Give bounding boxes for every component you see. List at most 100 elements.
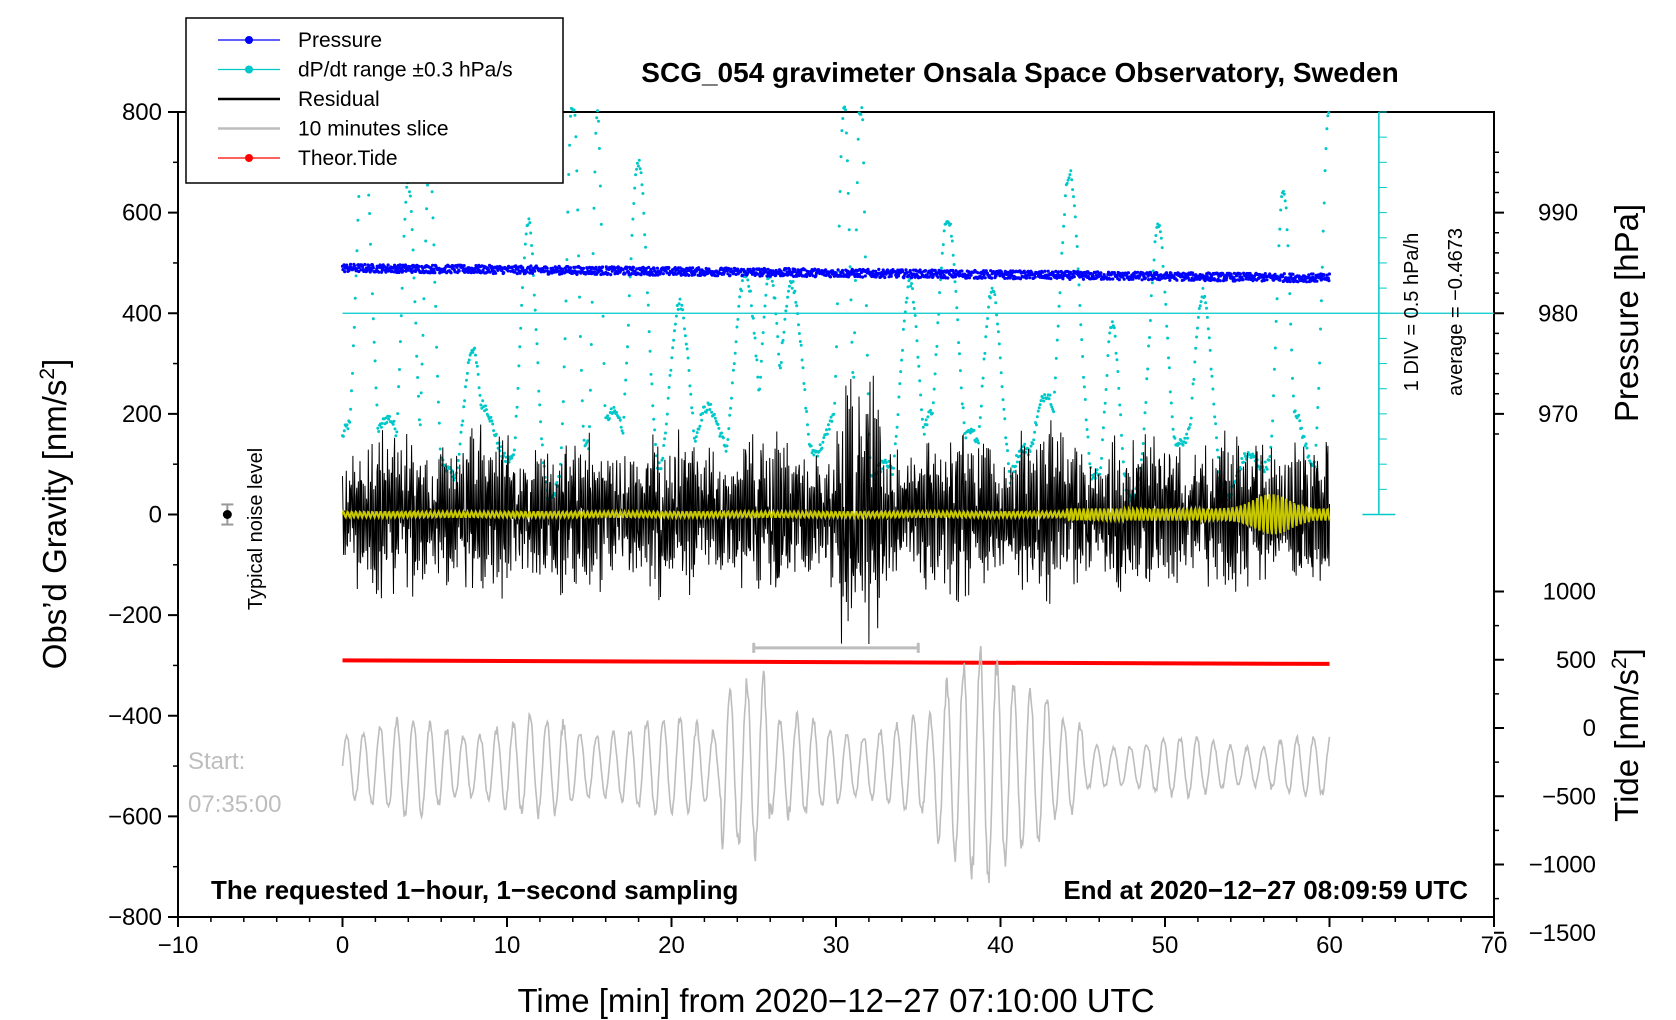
dpdt-point: [787, 289, 790, 293]
dpdt-point: [976, 439, 980, 442]
dpdt-point: [637, 158, 641, 162]
dpdt-point: [1304, 442, 1308, 446]
dpdt-point: [830, 419, 834, 423]
pressure-point: [545, 266, 549, 270]
pressure-point: [1091, 274, 1095, 278]
dpdt-point: [631, 217, 635, 221]
dpdt-point: [1114, 351, 1118, 355]
dpdt-point: [471, 350, 475, 354]
dpdt-point: [1326, 114, 1330, 118]
pressure-point: [401, 269, 405, 273]
pressure-point: [1240, 275, 1244, 279]
pressure-point: [515, 272, 519, 276]
dpdt-point: [659, 467, 663, 471]
dpdt-point: [602, 362, 606, 365]
dpdt-point: [536, 361, 540, 365]
dpdt-point: [1006, 449, 1009, 453]
dpdt-point: [984, 335, 988, 339]
dpdt-point: [1065, 181, 1069, 185]
dpdt-point: [1201, 286, 1205, 290]
dpdt-point: [920, 417, 924, 421]
dpdt-point: [633, 186, 637, 190]
dpdt-point: [818, 443, 822, 447]
pressure-point: [625, 265, 629, 269]
dpdt-point: [1056, 324, 1060, 328]
dpdt-point: [710, 410, 714, 414]
dpdt-point: [1052, 410, 1056, 414]
dpdt-point: [673, 322, 677, 326]
dpdt-point: [1240, 457, 1244, 460]
dpdt-point: [1082, 385, 1086, 389]
dpdt-point: [996, 322, 999, 326]
dpdt-point: [599, 222, 603, 226]
dpdt-point: [760, 342, 764, 346]
dpdt-point: [677, 302, 681, 306]
dpdt-point: [1085, 428, 1089, 431]
dpdt-point: [1074, 234, 1078, 238]
dpdt-point: [864, 304, 868, 308]
pressure-point: [969, 273, 973, 277]
dpdt-point: [978, 416, 982, 420]
dpdt-point: [512, 453, 515, 457]
pressure-point: [651, 273, 655, 277]
pressure-point: [584, 271, 588, 275]
dpdt-point: [1316, 406, 1320, 409]
dpdt-point: [572, 108, 576, 112]
dpdt-point: [1263, 460, 1267, 464]
dpdt-point: [414, 321, 418, 325]
dpdt-point: [894, 434, 898, 438]
dpdt-point: [398, 340, 402, 344]
dpdt-point: [952, 263, 956, 266]
dpdt-point: [649, 372, 653, 376]
dpdt-point: [626, 323, 630, 327]
pressure-point: [863, 274, 867, 278]
pressure-point: [989, 269, 993, 273]
dpdt-point: [540, 443, 544, 447]
dpdt-point: [911, 287, 914, 291]
pressure-point: [494, 271, 498, 275]
dpdt-point: [980, 384, 984, 388]
dpdt-point: [866, 392, 870, 396]
dpdt-point: [555, 481, 559, 484]
pressure-point: [1081, 277, 1086, 281]
pressure-point: [901, 269, 905, 273]
dpdt-point: [717, 426, 721, 430]
dpdt-point: [1095, 468, 1099, 472]
dpdt-point: [465, 378, 468, 382]
dpdt-point: [601, 314, 605, 318]
dpdt-point: [804, 406, 808, 410]
dpdt-point: [930, 411, 934, 415]
dpdt-point: [681, 308, 685, 312]
dpdt-point: [1006, 462, 1010, 466]
dpdt-point: [855, 181, 859, 185]
dpdt-point: [846, 191, 850, 195]
dpdt-point: [1053, 376, 1057, 380]
pressure-point: [694, 269, 699, 273]
dpdt-point: [561, 400, 565, 404]
dpdt-point: [981, 376, 985, 380]
pressure-point: [630, 272, 634, 276]
dpdt-point: [900, 358, 904, 362]
dpdt-point: [474, 353, 477, 357]
dpdt-point: [1003, 417, 1007, 421]
dpdt-point: [933, 372, 937, 376]
y-tick-label: −600: [108, 803, 162, 830]
dpdt-point: [562, 365, 566, 369]
dpdt-point: [478, 393, 482, 397]
dpdt-point: [958, 352, 961, 356]
pressure-point: [506, 269, 510, 273]
dpdt-point: [1322, 201, 1326, 205]
dpdt-point: [915, 339, 919, 343]
dpdt-point: [490, 419, 494, 423]
dpdt-point: [620, 429, 624, 433]
dpdt-point: [1145, 377, 1149, 381]
dpdt-point: [747, 284, 751, 288]
dpdt-point: [832, 412, 836, 416]
dpdt-point: [640, 183, 644, 187]
dpdt-point: [524, 232, 528, 236]
dpdt-point: [1159, 236, 1163, 240]
pressure-point: [1111, 277, 1115, 281]
pressure-point: [923, 269, 928, 273]
theoretical-tide-series: [342, 658, 1330, 666]
dpdt-point: [1205, 306, 1208, 310]
